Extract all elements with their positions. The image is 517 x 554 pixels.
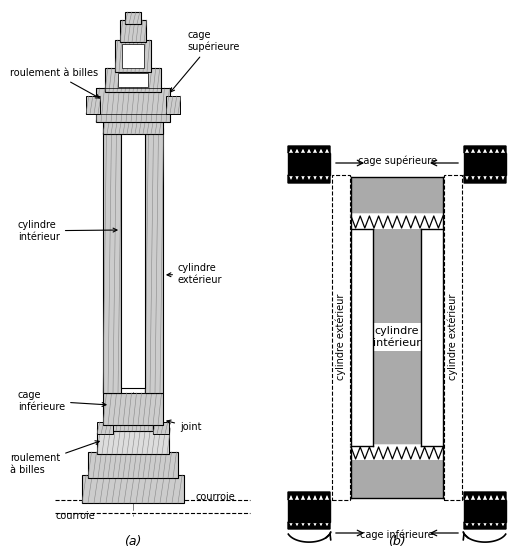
Bar (97, 422, 113, 434)
Polygon shape (464, 146, 506, 153)
Bar (88, 452, 178, 478)
Bar (332, 175, 350, 500)
Bar (444, 175, 462, 500)
Text: (a): (a) (124, 536, 142, 548)
Text: roulement à billes: roulement à billes (10, 68, 99, 98)
Bar (120, 20, 146, 42)
Polygon shape (288, 175, 330, 183)
Bar (288, 153, 330, 175)
Polygon shape (288, 146, 330, 153)
Text: courroie: courroie (195, 492, 235, 502)
Text: cage
inférieure: cage inférieure (18, 390, 106, 412)
Bar (96, 88, 170, 122)
Bar (373, 229, 421, 446)
Text: joint: joint (167, 420, 202, 432)
Bar (103, 393, 163, 425)
Text: cage inférieure: cage inférieure (360, 530, 434, 540)
Bar (115, 40, 151, 72)
Polygon shape (351, 445, 443, 459)
Bar (166, 96, 180, 114)
Text: roulement
à billes: roulement à billes (10, 441, 99, 475)
Bar (97, 428, 169, 454)
Bar (82, 475, 184, 503)
Bar (351, 460, 443, 498)
Polygon shape (288, 522, 330, 529)
Polygon shape (464, 175, 506, 183)
Text: cylindre extérieur: cylindre extérieur (448, 294, 458, 380)
Bar (125, 12, 141, 24)
Bar (105, 68, 161, 92)
Text: courroie: courroie (55, 511, 95, 521)
Bar (351, 177, 443, 215)
Text: cylindre
intérieur: cylindre intérieur (18, 220, 117, 242)
Bar (288, 500, 330, 522)
Text: cylindre
extérieur: cylindre extérieur (167, 263, 222, 285)
Text: (b): (b) (388, 536, 406, 548)
Bar (118, 73, 148, 87)
Text: cage
supérieure: cage supérieure (171, 30, 239, 92)
Bar (145, 128, 163, 393)
Text: cylindre extérieur: cylindre extérieur (336, 294, 346, 380)
Bar (464, 153, 506, 175)
Text: cage supérieure: cage supérieure (357, 156, 436, 167)
Bar (122, 44, 144, 68)
Bar (464, 500, 506, 522)
Text: cylindre
intérieur: cylindre intérieur (373, 326, 421, 348)
Polygon shape (464, 522, 506, 529)
Bar (86, 96, 100, 114)
Bar (103, 118, 163, 134)
Polygon shape (351, 214, 443, 228)
Polygon shape (288, 492, 330, 500)
Bar (153, 422, 169, 434)
Bar (103, 128, 121, 393)
Bar (121, 133, 145, 388)
Bar (112, 415, 154, 431)
Polygon shape (464, 492, 506, 500)
